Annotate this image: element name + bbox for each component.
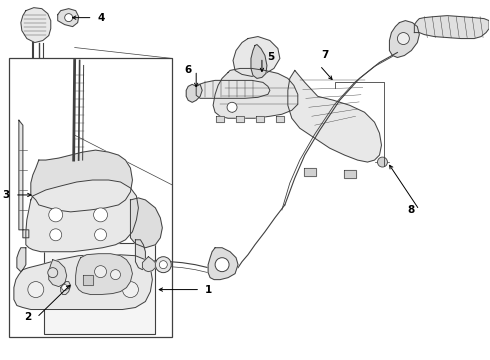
Polygon shape (49, 260, 67, 287)
Polygon shape (19, 120, 29, 238)
Text: 3: 3 (2, 190, 10, 200)
Polygon shape (276, 116, 284, 122)
Polygon shape (304, 168, 316, 176)
Text: 7: 7 (321, 50, 328, 60)
Polygon shape (216, 116, 224, 122)
Polygon shape (21, 8, 51, 42)
Circle shape (122, 282, 138, 298)
Text: 8: 8 (407, 205, 415, 215)
Polygon shape (343, 170, 356, 178)
Polygon shape (186, 84, 202, 102)
Polygon shape (130, 198, 162, 248)
Polygon shape (213, 68, 298, 118)
Polygon shape (26, 180, 138, 252)
Circle shape (377, 157, 388, 167)
Polygon shape (288, 71, 382, 162)
Circle shape (50, 229, 62, 241)
Circle shape (94, 208, 107, 222)
Circle shape (155, 257, 172, 273)
Circle shape (48, 268, 58, 278)
Polygon shape (31, 150, 132, 212)
Polygon shape (58, 9, 78, 27)
Text: 2: 2 (24, 312, 32, 323)
Bar (44, 243, 155, 334)
Circle shape (95, 229, 106, 241)
Circle shape (62, 285, 68, 291)
Text: 5: 5 (267, 53, 274, 63)
Text: 6: 6 (184, 66, 191, 76)
Polygon shape (75, 254, 132, 294)
Polygon shape (196, 80, 270, 98)
Polygon shape (83, 275, 93, 285)
Circle shape (159, 261, 167, 269)
Circle shape (49, 208, 63, 222)
Text: 1: 1 (205, 284, 212, 294)
Text: 4: 4 (98, 13, 105, 23)
Circle shape (397, 32, 409, 45)
Polygon shape (17, 248, 26, 272)
Polygon shape (208, 248, 238, 280)
Bar (9, 58, 172, 337)
Polygon shape (135, 240, 146, 270)
Circle shape (28, 282, 44, 298)
Circle shape (215, 258, 229, 272)
Polygon shape (251, 45, 267, 78)
Circle shape (227, 102, 237, 112)
Polygon shape (61, 282, 71, 294)
Polygon shape (233, 37, 280, 76)
Polygon shape (143, 257, 155, 272)
Polygon shape (236, 116, 244, 122)
Polygon shape (256, 116, 264, 122)
Polygon shape (390, 21, 419, 58)
Polygon shape (415, 15, 489, 39)
Circle shape (95, 266, 106, 278)
Circle shape (65, 14, 73, 22)
Circle shape (111, 270, 121, 280)
Polygon shape (14, 255, 152, 310)
